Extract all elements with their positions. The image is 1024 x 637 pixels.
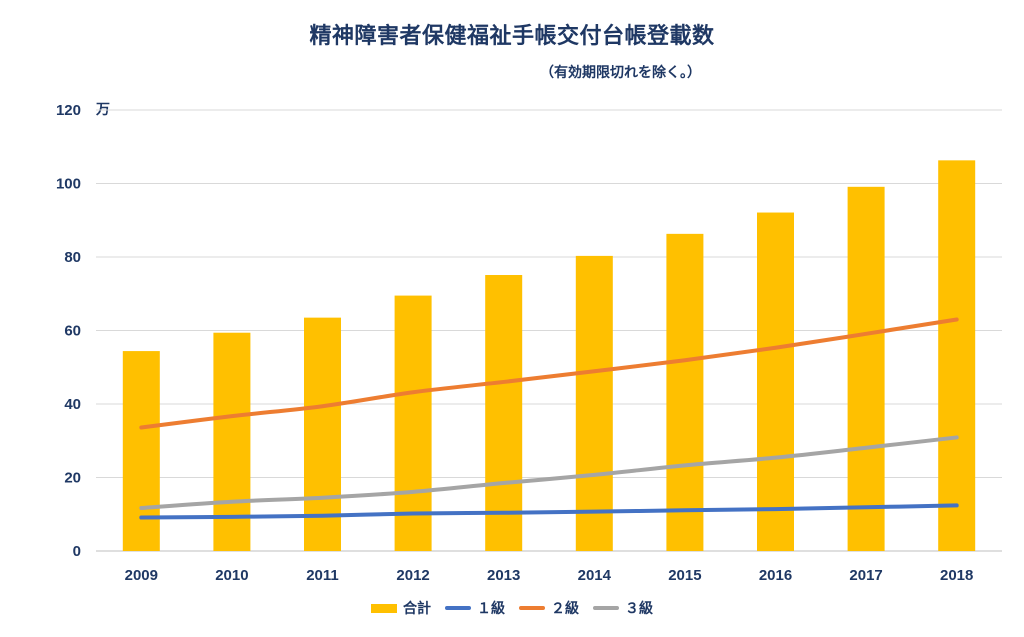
y-tick-label-60: 60 (64, 323, 81, 340)
x-tick-label-2012: 2012 (396, 567, 429, 584)
point-grade3-2010 (231, 501, 233, 503)
line-series-grade1 (139, 503, 959, 520)
point-grade3-2016 (775, 457, 776, 459)
legend: 合計 １級 ２級 ３級 (0, 598, 1024, 618)
line-series-group (139, 317, 959, 520)
point-grade1-2014 (593, 511, 595, 513)
point-grade3-2017 (865, 447, 867, 449)
x-tick-label-2013: 2013 (487, 567, 520, 584)
line-series-grade2 (139, 317, 959, 430)
chart-subtitle: （有効期限切れを除く。） (540, 65, 701, 81)
legend-item-total: 合計 (371, 598, 431, 618)
point-grade1-2018 (956, 504, 958, 506)
bar-total-2018 (938, 160, 976, 551)
legend-item-grade1: １級 (445, 598, 505, 618)
point-grade3-2015 (684, 464, 686, 466)
legend-swatch-grade2 (519, 606, 545, 610)
y-tick-label-0: 0 (73, 543, 81, 560)
bar-total-2012 (394, 295, 432, 551)
x-tick-label-2016: 2016 (759, 567, 792, 584)
legend-swatch-grade3 (593, 606, 619, 610)
x-tick-label-2017: 2017 (849, 567, 882, 584)
point-grade1-2010 (231, 516, 233, 518)
x-tick-label-2010: 2010 (215, 567, 248, 584)
point-grade1-2009 (140, 517, 142, 519)
point-grade3-2012 (412, 491, 414, 493)
bar-total-2014 (575, 255, 613, 551)
axis-labels: 0 20 40 60 80 100 120 2009 2010 2011 2012 2013 2014 2… (56, 102, 973, 584)
bar-total-2017 (847, 186, 885, 551)
point-grade2-2014 (593, 370, 595, 372)
point-grade3-2014 (593, 474, 595, 476)
legend-label-grade2: ２級 (551, 601, 579, 617)
point-grade2-2018 (956, 318, 958, 320)
bar-total-2011 (304, 317, 341, 551)
bar-series (122, 160, 976, 551)
bar-total-2013 (485, 275, 523, 551)
point-grade2-2016 (775, 347, 776, 349)
point-grade1-2015 (684, 509, 686, 511)
legend-label-grade3: ３級 (625, 601, 653, 617)
y-tick-label-40: 40 (64, 396, 81, 413)
point-grade2-2015 (684, 359, 686, 361)
line-series-grade3 (139, 435, 959, 511)
point-grade3-2009 (140, 507, 142, 509)
legend-swatch-grade1 (445, 606, 471, 610)
point-grade2-2009 (140, 427, 142, 429)
point-grade1-2012 (412, 513, 414, 515)
point-grade3-2013 (503, 482, 505, 484)
bar-total-2010 (213, 332, 251, 551)
legend-item-grade3: ３級 (593, 598, 653, 618)
legend-item-grade2: ２級 (519, 598, 579, 618)
legend-label-grade1: １級 (477, 601, 505, 617)
point-grade2-2011 (322, 405, 323, 407)
point-grade1-2016 (775, 508, 776, 510)
x-tick-label-2018: 2018 (940, 567, 973, 584)
point-grade2-2017 (865, 333, 867, 335)
chart-title: 精神障害者保健福祉手帳交付台帳登載数 (309, 24, 715, 49)
point-grade1-2011 (322, 515, 323, 517)
y-tick-label-120: 120 (56, 102, 81, 119)
bar-total-2009 (122, 351, 160, 551)
bar-total-2015 (666, 233, 704, 551)
x-tick-label-2009: 2009 (125, 567, 158, 584)
y-tick-label-100: 100 (56, 176, 81, 193)
y-tick-label-80: 80 (64, 249, 81, 266)
point-grade2-2010 (231, 415, 233, 417)
point-grade2-2013 (503, 381, 505, 383)
legend-swatch-total (371, 603, 397, 613)
bar-total-2016 (757, 212, 794, 551)
x-tick-label-2015: 2015 (668, 567, 701, 584)
point-grade2-2012 (412, 391, 414, 393)
legend-label-total: 合計 (403, 601, 431, 617)
point-grade3-2018 (956, 436, 958, 438)
x-tick-label-2014: 2014 (578, 567, 612, 584)
point-grade1-2013 (503, 512, 505, 514)
point-grade3-2011 (322, 497, 323, 499)
x-tick-label-2011: 2011 (306, 567, 339, 584)
y-tick-label-20: 20 (64, 470, 81, 487)
point-grade1-2017 (865, 506, 867, 508)
